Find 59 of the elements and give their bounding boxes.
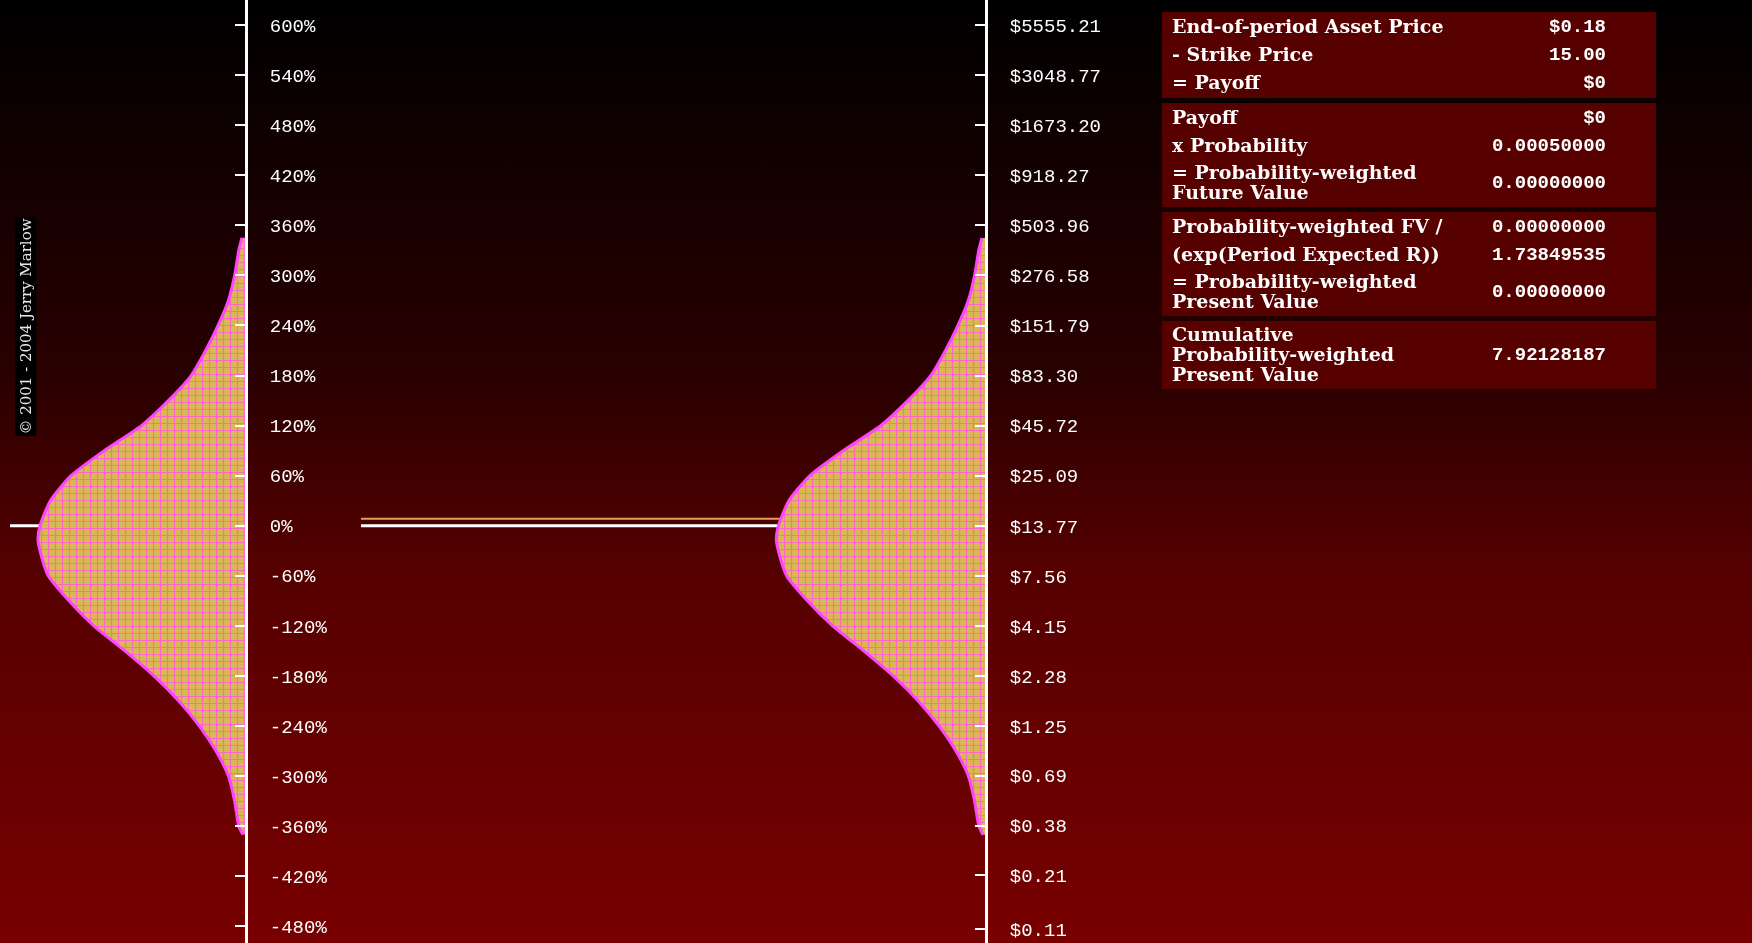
y-tick-label: 300% xyxy=(269,266,317,289)
y-tick-label: -120% xyxy=(269,616,328,639)
text: = Probability-weighted Present Value xyxy=(1172,269,1418,312)
y-tick-label: $7.56 xyxy=(1009,566,1067,589)
y-tick-label: $25.09 xyxy=(1009,466,1079,489)
y-tick-label: 0% xyxy=(269,516,294,539)
y-tick-label: $5555.21 xyxy=(1009,15,1102,38)
y-tick-label: -60% xyxy=(269,566,317,589)
y-tick-label: $83.30 xyxy=(1009,366,1079,389)
text: Payoff xyxy=(1172,106,1240,129)
y-tick-label: $2.28 xyxy=(1009,666,1067,689)
text: 0.00050000 xyxy=(1491,135,1607,157)
y-tick-label: 120% xyxy=(269,416,317,439)
text: Cumulative Probability-weighted Present Value xyxy=(1172,322,1396,385)
y-tick-label: $276.58 xyxy=(1009,266,1090,289)
y-tick-label: $45.72 xyxy=(1009,416,1079,439)
y-tick-label: $0.69 xyxy=(1009,766,1067,789)
y-tick-label: 240% xyxy=(269,316,317,339)
y-tick-label: 480% xyxy=(269,115,317,138)
y-tick-label: 600% xyxy=(269,15,317,38)
text: 0.00000000 xyxy=(1491,171,1607,194)
text: x Probability xyxy=(1172,134,1309,157)
text: $0.18 xyxy=(1548,16,1607,38)
y-tick-label: -420% xyxy=(269,866,328,889)
y-tick-label: -180% xyxy=(269,666,328,689)
y-tick-label: $1.25 xyxy=(1009,716,1067,739)
y-tick-label: $918.27 xyxy=(1009,165,1090,188)
text: End-of-period Asset Price xyxy=(1172,15,1445,38)
y-tick-label: $1673.20 xyxy=(1009,115,1102,138)
y-tick-label: -360% xyxy=(269,816,328,839)
text: = Probability-weighted Future Value xyxy=(1172,161,1418,203)
text: 0.00000000 xyxy=(1491,280,1607,303)
y-tick-label: $13.77 xyxy=(1009,516,1079,539)
text: - Strike Price xyxy=(1172,43,1315,66)
text: 15.00 xyxy=(1548,44,1607,66)
y-tick-label: $3048.77 xyxy=(1009,65,1102,88)
text: $0 xyxy=(1582,107,1607,129)
y-tick-label: -240% xyxy=(269,716,328,739)
y-tick-label: 360% xyxy=(269,215,317,238)
text: Probability-weighted FV / xyxy=(1172,214,1444,237)
text: (exp(Period Expected R)) xyxy=(1172,242,1441,265)
y-tick-label: -480% xyxy=(269,916,328,939)
y-tick-label: $503.96 xyxy=(1009,216,1090,239)
y-tick-label: 60% xyxy=(269,466,305,489)
text: $0 xyxy=(1582,72,1607,94)
text: = Payoff xyxy=(1172,71,1262,94)
y-tick-label: -300% xyxy=(269,766,328,789)
y-tick-label: $0.38 xyxy=(1009,816,1067,839)
text: © 2001 - 2004 Jerry Marlow xyxy=(16,218,35,435)
text: 7.92128187 xyxy=(1491,343,1607,366)
text: 1.73849535 xyxy=(1491,243,1607,266)
y-tick-label: $151.79 xyxy=(1009,316,1090,339)
y-tick-label: 540% xyxy=(269,65,317,88)
text: 0.00000000 xyxy=(1491,215,1607,238)
y-tick-label: 180% xyxy=(269,366,317,389)
y-tick-label: $0.11 xyxy=(1009,919,1067,942)
y-tick-label: 420% xyxy=(269,165,317,188)
y-tick-label: $4.15 xyxy=(1009,616,1067,639)
y-tick-label: $0.21 xyxy=(1009,865,1067,888)
